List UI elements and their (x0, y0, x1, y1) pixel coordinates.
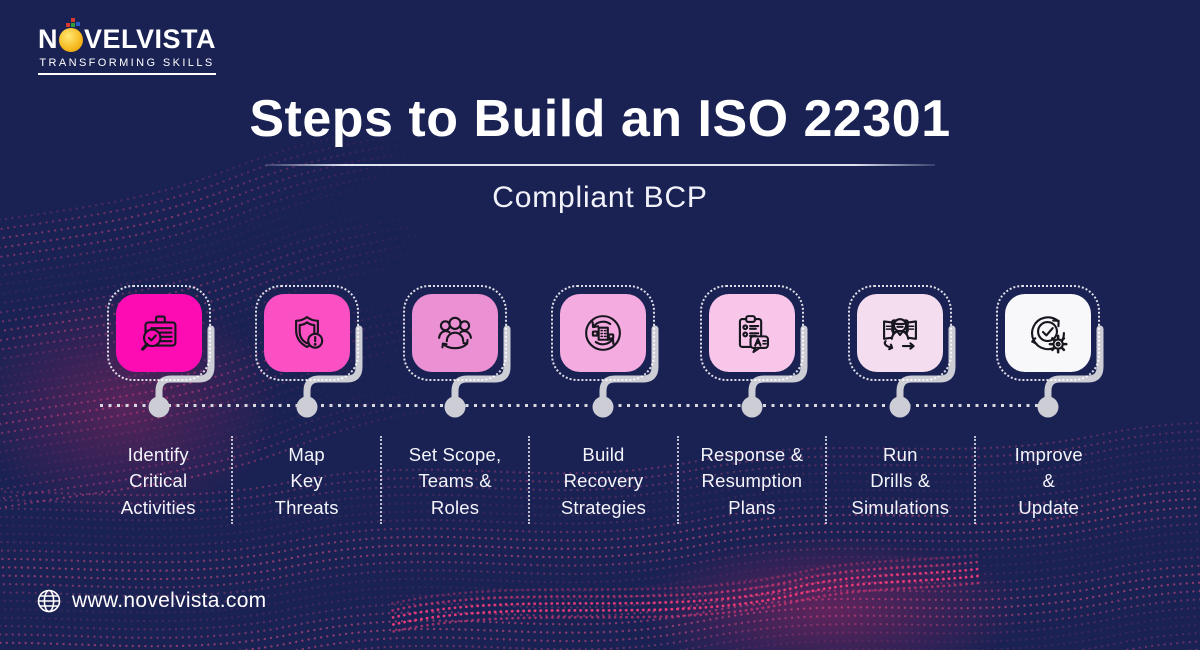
step-box (847, 285, 952, 381)
step-tile (412, 294, 499, 372)
step-tile (856, 294, 943, 372)
step-box (107, 285, 212, 381)
labels-row: Identify Critical Activities Map Key Thr… (85, 430, 1122, 524)
shield-alert-icon (295, 316, 324, 349)
drills-simulation-icon (882, 318, 917, 351)
step-tile (264, 294, 351, 372)
step-label: Set Scope, Teams & Roles (408, 444, 502, 518)
footer: www.novelvista.com (36, 588, 266, 614)
page-title: Steps to Build an ISO 22301 (249, 90, 951, 148)
step-box (699, 285, 804, 381)
step-map-key-threats (233, 285, 381, 425)
audit-search-icon (141, 315, 177, 351)
step-identify-critical-activities (85, 285, 233, 425)
steps-row (85, 285, 1122, 425)
logo-letter-n: N (38, 24, 58, 54)
step-tile (560, 294, 647, 372)
step-tile (116, 294, 203, 372)
website-url: www.novelvista.com (72, 589, 267, 612)
pink-glow-bottom (560, 505, 1100, 650)
step-improve-update (974, 285, 1122, 425)
recovery-cycle-icon (585, 315, 622, 351)
step-set-scope-teams-roles (381, 285, 529, 425)
step-run-drills-simulations (826, 285, 974, 425)
step-response-resumption-plans (678, 285, 826, 425)
logo-tagline: TRANSFORMING SKILLS (38, 57, 216, 75)
step-label: Improve & Update (1014, 444, 1083, 518)
novelvista-logo: N VELVISTA TRANSFORMING SKILLS (38, 22, 217, 75)
timeline-node (592, 396, 614, 418)
step-label: Identify Critical Activities (120, 444, 196, 518)
timeline-node (741, 396, 763, 418)
step-label: Build Recovery Strategies (560, 444, 647, 518)
step-box (403, 285, 508, 381)
step-box (551, 285, 656, 381)
page-subtitle: Compliant BCP (492, 180, 708, 214)
response-plan-icon (738, 315, 769, 354)
team-roles-icon (438, 316, 473, 350)
step-tile (708, 294, 795, 372)
step-label: Run Drills & Simulations (851, 444, 950, 518)
timeline-node (148, 396, 170, 418)
logo-letters-rest: VELVISTA (84, 24, 217, 54)
timeline-node (296, 396, 318, 418)
title-divider (265, 163, 935, 166)
step-box (255, 285, 360, 381)
step-tile (1004, 294, 1091, 372)
improve-update-icon (1030, 316, 1068, 354)
step-label: Map Key Threats (274, 444, 339, 518)
step-build-recovery-strategies (529, 285, 677, 425)
step-label: Response & Resumption Plans (700, 444, 804, 518)
globe-icon (37, 589, 61, 613)
lightbulb-o-icon (59, 22, 83, 52)
header-block: Steps to Build an ISO 22301 Compliant BC… (0, 92, 1200, 215)
logo-wordmark: N VELVISTA (38, 22, 217, 54)
step-box (995, 285, 1100, 381)
timeline-node (889, 396, 911, 418)
timeline-node (1037, 396, 1059, 418)
timeline-node (444, 396, 466, 418)
